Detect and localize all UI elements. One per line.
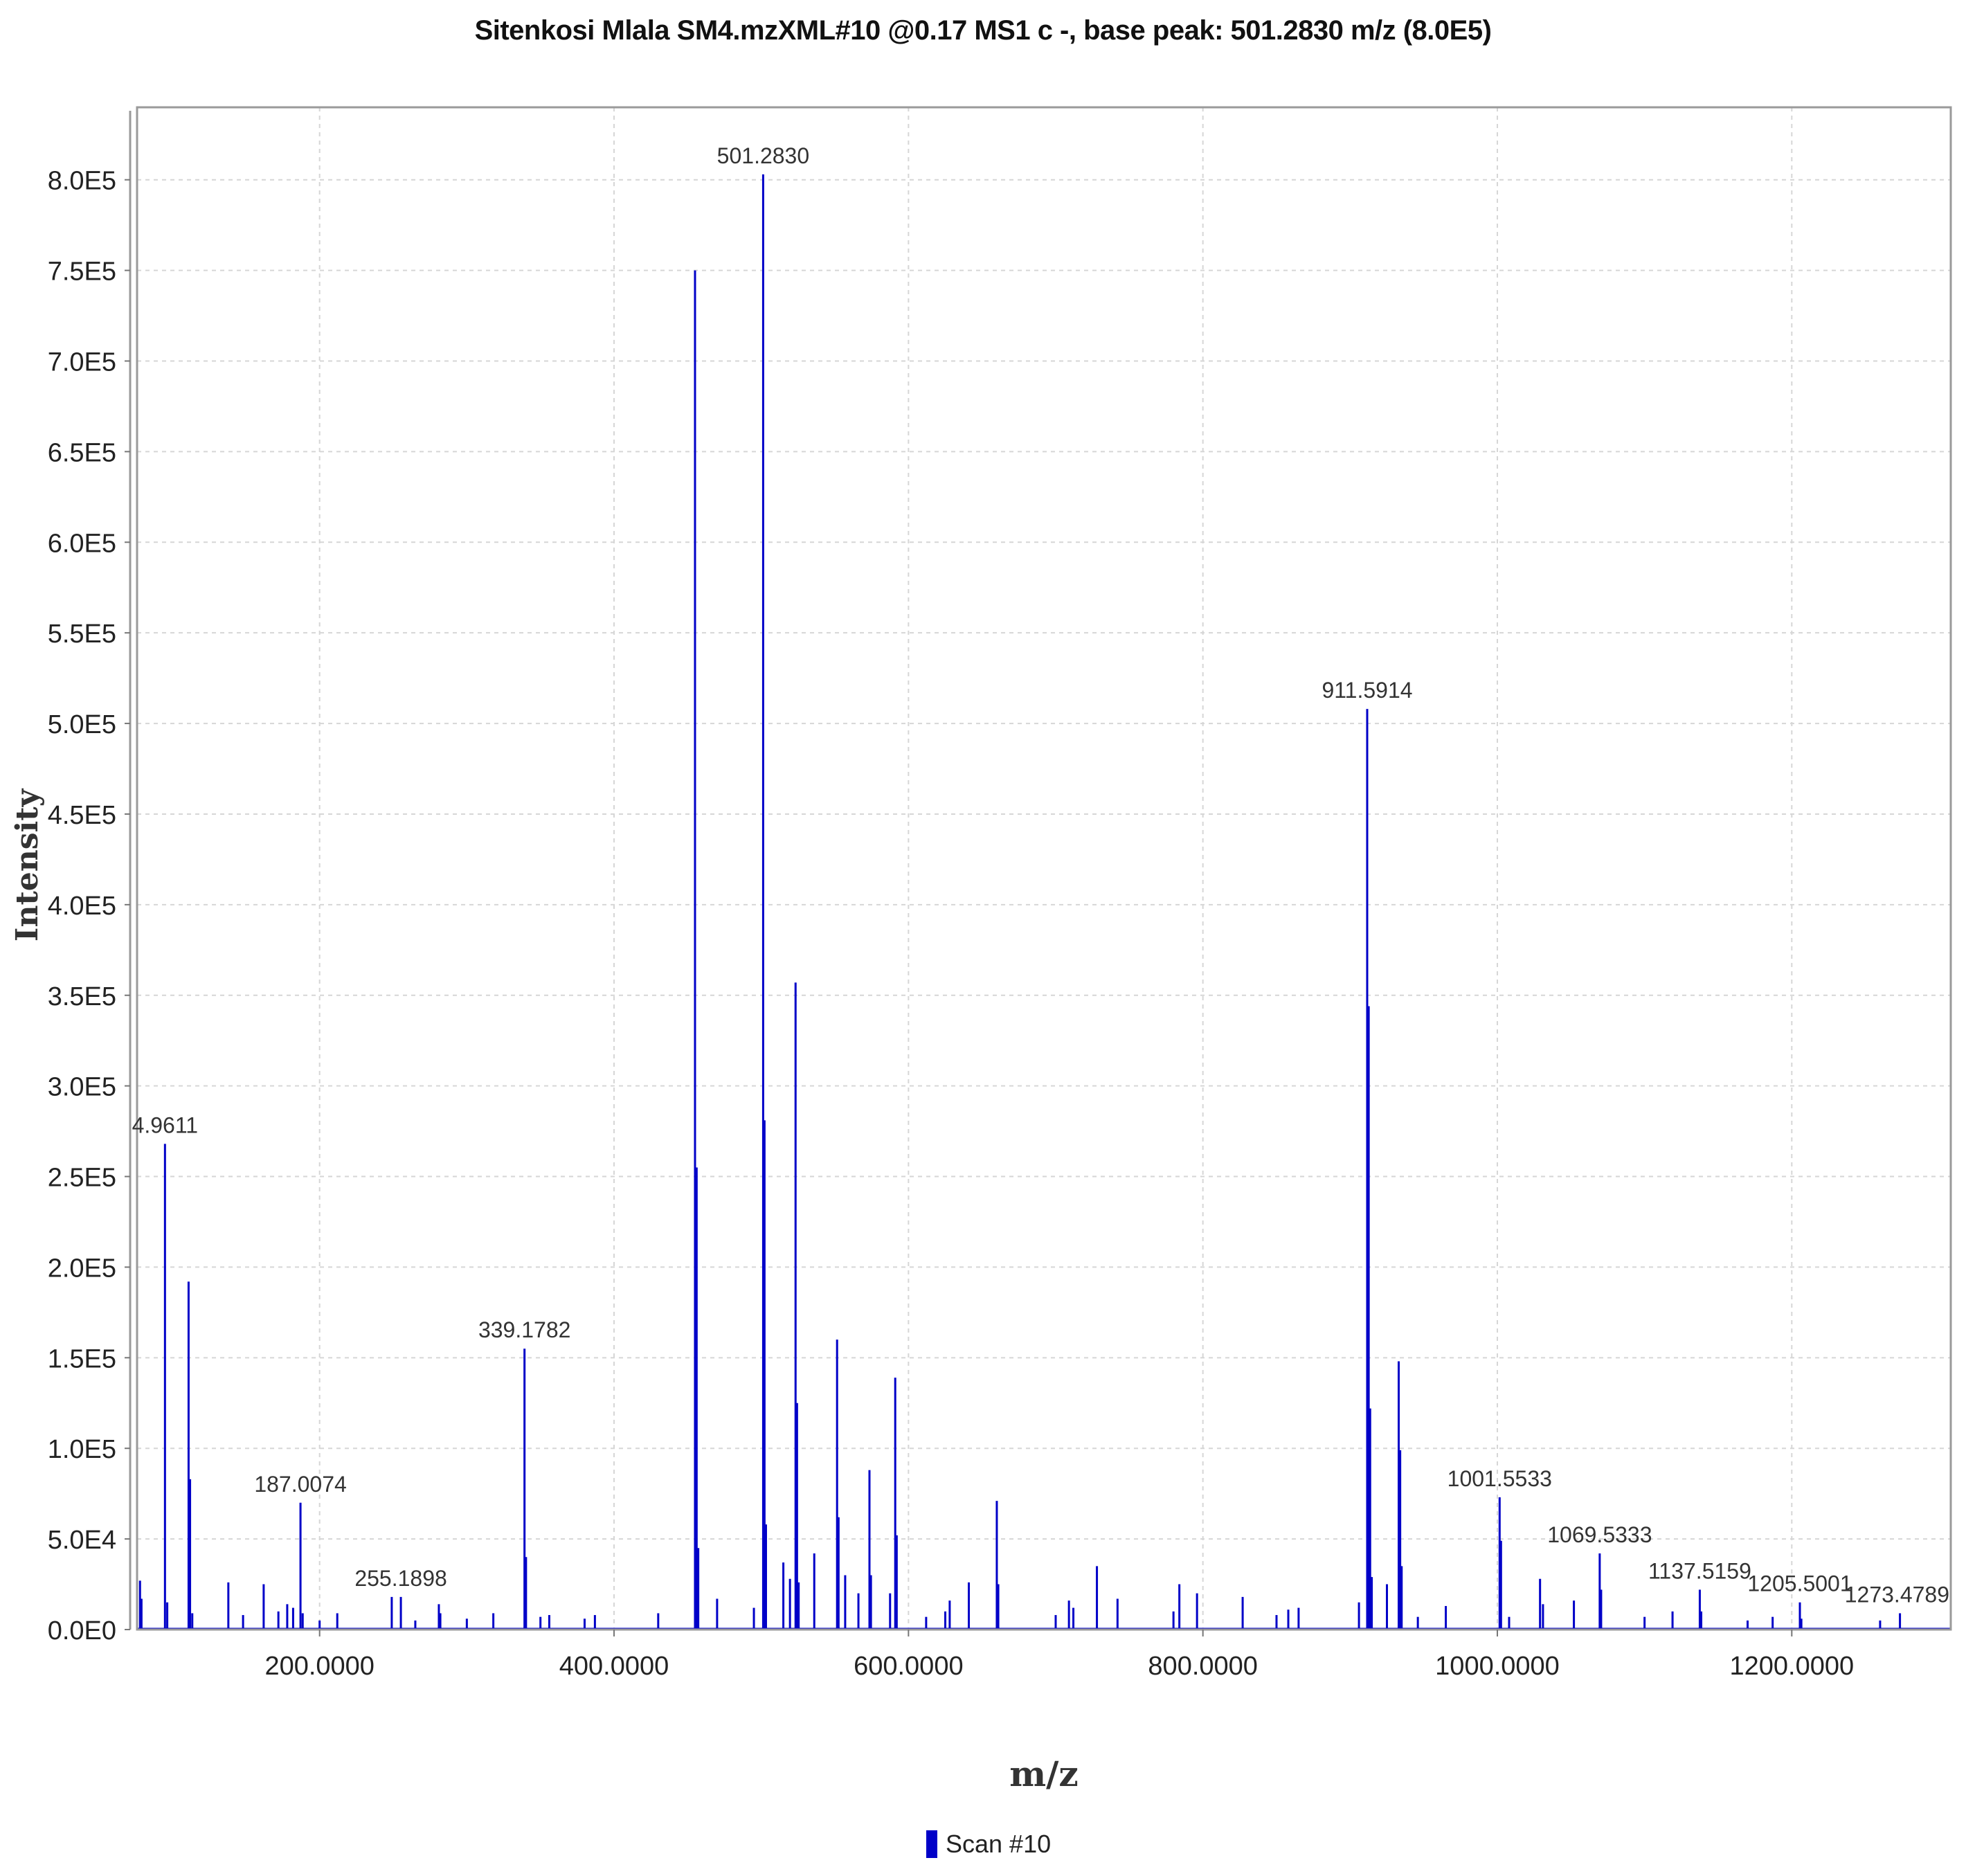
y-tick-label: 6.0E5 (48, 529, 116, 558)
y-tick-label: 8.0E5 (48, 167, 116, 196)
y-tick-label: 5.5E5 (48, 620, 116, 649)
peak-annotation-label: 255.1898 (354, 1566, 447, 1591)
x-axis-ticks: 200.0000 400.0000 600.0000 800.0000 1000.000… (264, 1630, 1854, 1681)
x-tick-label: 400.0000 (559, 1652, 669, 1681)
x-tick-label: 200.0000 (264, 1652, 375, 1681)
y-tick-label: 2.0E5 (48, 1254, 116, 1283)
peak-annotations: 4.9611 187.0074 255.1898 339.1782 501.2830 91… (132, 143, 1949, 1607)
y-tick-label: 5.0E4 (48, 1526, 116, 1555)
y-axis-ticks: 0.0E0 5.0E4 1.0E5 1.5E5 2.0E5 2.5E5 3.0E5 3.5E5… (48, 167, 130, 1645)
grid-lines (137, 107, 1951, 1630)
y-tick-label: 5.0E5 (48, 710, 116, 739)
peak-annotation-label: 1205.5001 (1747, 1571, 1852, 1596)
y-tick-label: 7.0E5 (48, 348, 116, 377)
peak-annotation-label: 1001.5533 (1448, 1466, 1552, 1491)
legend: Scan #10 (926, 1828, 1051, 1861)
y-tick-label: 3.5E5 (48, 982, 116, 1011)
peak-annotation-label: 1273.4789 (1845, 1582, 1949, 1607)
y-tick-label: 0.0E0 (48, 1616, 116, 1645)
x-tick-label: 1200.0000 (1730, 1652, 1855, 1681)
plot-area-frame (136, 106, 1952, 1631)
chart-title: Sitenkosi Mlala SM4.mzXML#10 @0.17 MS1 c… (474, 15, 1492, 46)
y-tick-label: 6.5E5 (48, 438, 116, 467)
y-tick-label: 1.5E5 (48, 1344, 116, 1373)
y-tick-label: 4.5E5 (48, 801, 116, 830)
y-tick-label: 7.5E5 (48, 258, 116, 287)
peak-annotation-label: 911.5914 (1322, 678, 1412, 703)
y-tick-label: 4.0E5 (48, 892, 116, 921)
y-tick-label: 2.5E5 (48, 1164, 116, 1193)
x-axis-label: m/z (1009, 1753, 1079, 1794)
x-tick-label: 800.0000 (1148, 1652, 1258, 1681)
x-tick-label: 600.0000 (854, 1652, 964, 1681)
x-tick-label: 1000.0000 (1435, 1652, 1560, 1681)
peak-annotation-label: 187.0074 (254, 1472, 346, 1497)
peak-series (138, 174, 1902, 1630)
y-tick-label: 3.0E5 (48, 1073, 116, 1102)
legend-label: Scan #10 (946, 1830, 1052, 1858)
peak-annotation-label: 501.2830 (717, 143, 809, 168)
legend-swatch (926, 1830, 937, 1858)
peak-annotation-label: 4.9611 (132, 1112, 199, 1137)
peak-annotation-label: 1069.5333 (1547, 1522, 1652, 1547)
y-tick-label: 1.0E5 (48, 1435, 116, 1464)
y-axis-label: Intensity (10, 788, 45, 941)
peak-annotation-label: 339.1782 (478, 1317, 570, 1342)
peak-annotation-label: 1137.5159 (1648, 1558, 1751, 1583)
